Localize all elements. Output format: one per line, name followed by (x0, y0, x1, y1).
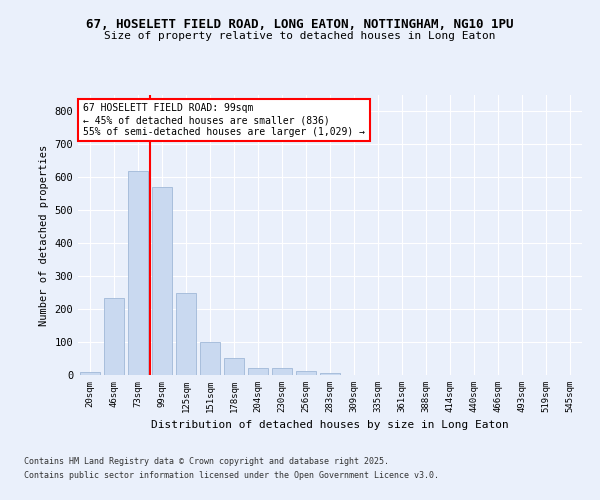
Bar (320, 374, 340, 375)
X-axis label: Distribution of detached houses by size in Long Eaton: Distribution of detached houses by size … (151, 420, 509, 430)
Bar (296, 370, 316, 375)
Text: 67 HOSELETT FIELD ROAD: 99sqm
← 45% of detached houses are smaller (836)
55% of : 67 HOSELETT FIELD ROAD: 99sqm ← 45% of d… (83, 104, 365, 136)
Bar (248, 368, 268, 375)
Text: 67, HOSELETT FIELD ROAD, LONG EATON, NOTTINGHAM, NG10 1PU: 67, HOSELETT FIELD ROAD, LONG EATON, NOT… (86, 18, 514, 30)
Bar (128, 171, 148, 375)
Bar (200, 342, 220, 375)
Bar (176, 292, 196, 375)
Bar (152, 187, 172, 375)
Text: Size of property relative to detached houses in Long Eaton: Size of property relative to detached ho… (104, 31, 496, 41)
Bar (272, 368, 292, 375)
Bar (224, 358, 244, 375)
Bar (80, 372, 100, 375)
Y-axis label: Number of detached properties: Number of detached properties (39, 144, 49, 326)
Text: Contains HM Land Registry data © Crown copyright and database right 2025.: Contains HM Land Registry data © Crown c… (24, 458, 389, 466)
Bar (104, 298, 124, 375)
Text: Contains public sector information licensed under the Open Government Licence v3: Contains public sector information licen… (24, 471, 439, 480)
